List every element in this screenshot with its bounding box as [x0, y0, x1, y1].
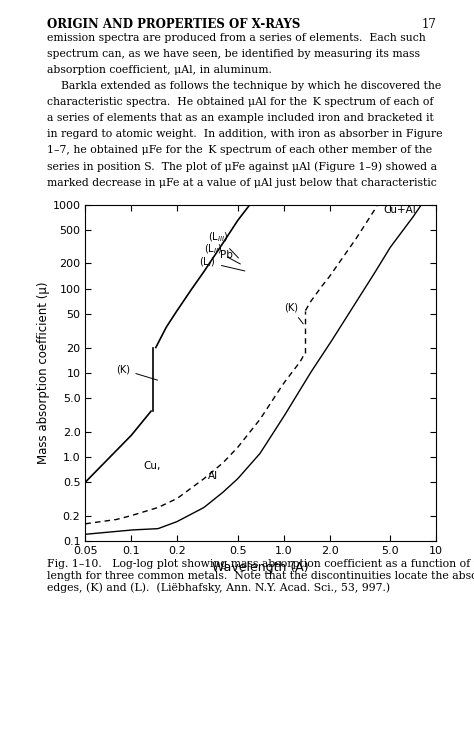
- Y-axis label: Mass absorption coefficient (μ): Mass absorption coefficient (μ): [36, 281, 50, 464]
- Text: ORIGIN AND PROPERTIES OF X-RAYS: ORIGIN AND PROPERTIES OF X-RAYS: [47, 18, 301, 31]
- Text: emission spectra are produced from a series of elements.  Each such: emission spectra are produced from a ser…: [47, 33, 426, 43]
- Text: (K): (K): [283, 303, 303, 324]
- Text: (L$_{II}$): (L$_{II}$): [204, 243, 240, 264]
- Text: a series of elements that as an example included iron and bracketed it: a series of elements that as an example …: [47, 113, 434, 124]
- Text: series in position S.  The plot of μFe against μAl (Figure 1–9) showed a: series in position S. The plot of μFe ag…: [47, 162, 438, 172]
- Text: (K): (K): [117, 365, 157, 380]
- Text: Pb: Pb: [219, 250, 232, 260]
- X-axis label: Wavelength (A): Wavelength (A): [212, 561, 309, 575]
- Text: (L$_{III}$): (L$_{III}$): [208, 230, 238, 258]
- Text: spectrum can, as we have seen, be identified by measuring its mass: spectrum can, as we have seen, be identi…: [47, 49, 420, 59]
- Text: 1–7, he obtained μFe for the  K spectrum of each other member of the: 1–7, he obtained μFe for the K spectrum …: [47, 145, 432, 156]
- Text: Fig. 1–10.   Log-log plot showing mass absorption coefficient as a function of w: Fig. 1–10. Log-log plot showing mass abs…: [47, 559, 474, 593]
- Text: in regard to atomic weight.  In addition, with iron as absorber in Figure: in regard to atomic weight. In addition,…: [47, 129, 443, 140]
- Text: Cu,: Cu,: [143, 461, 161, 471]
- Text: Cu+Al: Cu+Al: [383, 205, 416, 215]
- Text: Al: Al: [208, 471, 219, 481]
- Text: characteristic spectra.  He obtained μAl for the  K spectrum of each of: characteristic spectra. He obtained μAl …: [47, 97, 434, 107]
- Text: absorption coefficient, μAl, in aluminum.: absorption coefficient, μAl, in aluminum…: [47, 65, 272, 75]
- Text: 17: 17: [421, 18, 436, 31]
- Text: Barkla extended as follows the technique by which he discovered the: Barkla extended as follows the technique…: [47, 81, 442, 91]
- Text: (L$_{I}$): (L$_{I}$): [200, 256, 245, 271]
- Text: marked decrease in μFe at a value of μAl just below that characteristic: marked decrease in μFe at a value of μAl…: [47, 178, 437, 188]
